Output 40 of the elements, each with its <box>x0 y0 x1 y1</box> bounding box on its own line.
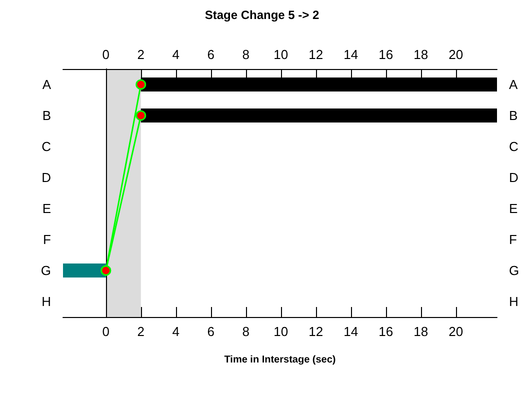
category-label: C <box>42 139 51 154</box>
y-tick-label: C <box>509 139 518 154</box>
x-axis-title: Time in Interstage (sec) <box>224 354 336 366</box>
x-tick-label: 14 <box>344 324 358 339</box>
y-tick-label: A <box>509 77 518 92</box>
chart-title: Stage Change 5 -> 2 <box>204 8 320 22</box>
x-tick-label: 0 <box>102 324 110 339</box>
category-label: G <box>40 263 51 278</box>
y-tick-label: H <box>509 294 518 309</box>
x-tick-label: 6 <box>207 324 214 339</box>
x2-tick-label: 18 <box>414 47 428 62</box>
y-tick-label: G <box>509 263 520 278</box>
x-tick-label: 8 <box>242 324 250 339</box>
x-tick-label: 10 <box>274 324 288 339</box>
x2-tick-label: 8 <box>242 47 250 62</box>
x-tick-label: 18 <box>414 324 428 339</box>
x2-tick-label: 20 <box>448 47 464 62</box>
category-label: D <box>42 170 51 185</box>
x2-tick-label: 4 <box>172 47 180 62</box>
x2-tick-label: 10 <box>274 47 288 62</box>
x2-tick-label: 16 <box>378 47 394 62</box>
x-tick-label: 12 <box>308 324 324 339</box>
x-tick-label: 4 <box>172 324 180 339</box>
x2-tick-label: 2 <box>137 47 144 62</box>
x-tick-label: 20 <box>448 324 464 339</box>
category-label: B <box>42 108 51 123</box>
x2-tick-label: 0 <box>102 47 110 62</box>
category-label: A <box>42 77 51 92</box>
x2-tick-label: 12 <box>308 47 324 62</box>
x-tick-label: 16 <box>378 324 394 339</box>
x-tick-label: 2 <box>137 324 144 339</box>
y-tick-label: F <box>509 232 517 247</box>
y-tick-label: B <box>509 108 518 123</box>
category-label: F <box>43 232 51 247</box>
y-tick-label: E <box>509 201 518 216</box>
x2-tick-label: 6 <box>207 47 214 62</box>
y-tick-label: D <box>509 170 518 185</box>
x2-tick-label: 14 <box>344 47 358 62</box>
category-label: E <box>42 201 51 216</box>
category-label: H <box>42 294 51 309</box>
